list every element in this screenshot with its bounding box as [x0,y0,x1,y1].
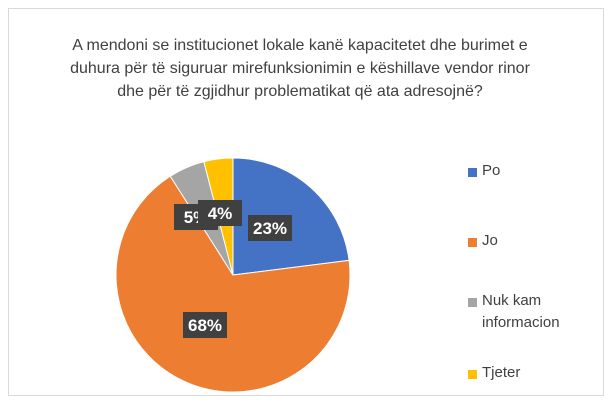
legend-item: Tjeter [468,364,598,384]
chart-title: A mendoni se institucionet lokale kanë k… [70,37,530,100]
legend-item: Po [468,162,598,182]
data-label: 4% [198,200,242,226]
data-label-text: 4% [208,204,233,223]
legend-label: Nuk kam informacion [482,292,560,331]
legend-label: Po [482,162,501,179]
data-label: 23% [248,215,292,241]
legend-item: Nuk kam informacion [468,292,598,334]
legend-swatch [468,238,477,247]
legend-swatch [468,370,477,379]
legend-swatch [468,298,477,307]
data-label: 68% [183,312,227,338]
legend-label: Jo [482,232,498,249]
data-label-text: 23% [253,219,287,238]
data-label-text: 68% [188,316,222,335]
data-label-box [248,215,292,241]
legend-item: Jo [468,232,598,252]
legend-label: Tjeter [482,364,521,381]
data-label-box [198,200,242,226]
legend-swatch [468,168,477,177]
data-label-box [183,312,227,338]
pie-slice [115,175,351,393]
